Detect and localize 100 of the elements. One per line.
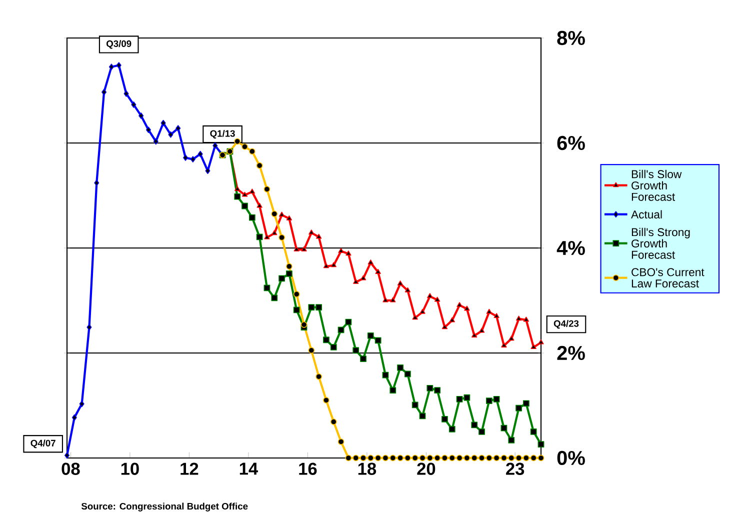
point — [456, 396, 463, 402]
point — [390, 454, 396, 462]
point — [390, 297, 396, 302]
point — [368, 259, 374, 264]
point — [397, 454, 404, 462]
point — [183, 154, 188, 161]
point — [264, 234, 270, 240]
point — [523, 316, 530, 322]
point — [323, 397, 330, 404]
annotation: Q1/13 — [210, 130, 235, 139]
point — [316, 304, 322, 311]
point — [397, 280, 404, 286]
point — [448, 426, 456, 432]
x-tick-label: 20 — [417, 462, 436, 475]
point — [286, 263, 292, 270]
point — [138, 112, 144, 119]
point — [294, 246, 300, 252]
point — [256, 162, 263, 169]
point — [367, 454, 374, 462]
point — [190, 156, 196, 162]
point — [500, 424, 508, 432]
point — [278, 234, 285, 241]
y-tick-label: 8% — [557, 30, 585, 46]
point — [301, 246, 307, 252]
point — [493, 396, 500, 402]
point — [434, 454, 441, 462]
point — [471, 454, 478, 462]
annotation: Q4/23 — [554, 320, 579, 329]
point — [146, 126, 151, 134]
point — [426, 384, 434, 392]
point — [382, 454, 389, 462]
point — [256, 202, 262, 208]
point — [345, 454, 352, 462]
point — [271, 294, 278, 302]
point — [456, 454, 463, 462]
point — [271, 210, 278, 218]
point — [464, 454, 470, 462]
point — [316, 234, 322, 239]
point — [374, 337, 382, 344]
legend-label: Bill's Slow Growth Forecast — [632, 170, 682, 201]
point — [464, 394, 470, 401]
point — [316, 373, 322, 380]
x-tick-label: 23 — [506, 462, 524, 475]
point — [286, 215, 292, 220]
point — [530, 454, 537, 462]
annotation: Q4/07 — [30, 440, 56, 448]
point — [338, 326, 344, 334]
point — [352, 454, 360, 462]
point — [234, 186, 240, 191]
point — [516, 404, 522, 412]
point — [412, 314, 418, 320]
point — [286, 270, 292, 277]
point — [293, 290, 300, 298]
point — [160, 120, 166, 126]
point — [478, 454, 485, 462]
point — [346, 250, 352, 256]
point — [382, 297, 388, 302]
y-tick-label: 4% — [556, 240, 585, 256]
point — [516, 316, 522, 321]
point — [308, 230, 314, 235]
point — [352, 347, 360, 354]
point — [264, 186, 270, 192]
point — [449, 317, 455, 322]
point — [176, 125, 181, 132]
point — [538, 454, 544, 462]
point — [404, 454, 411, 462]
point — [508, 436, 515, 444]
point — [248, 148, 256, 155]
point — [442, 416, 448, 422]
point — [390, 387, 396, 394]
point — [508, 336, 514, 341]
point — [234, 138, 241, 145]
point — [242, 143, 248, 150]
source-note: Source: Congressional Budget Office — [81, 502, 248, 512]
point — [242, 202, 248, 210]
legend-label: Bill's Strong Growth Forecast — [632, 228, 690, 259]
point — [248, 214, 256, 221]
point — [434, 387, 441, 394]
point — [308, 347, 315, 354]
point — [205, 168, 210, 174]
legend-label: CBO's Current Law Forecast — [632, 268, 704, 288]
point — [442, 454, 448, 462]
annotation: Q3/09 — [106, 40, 132, 49]
y-tick-label: 0% — [557, 450, 585, 466]
point — [478, 428, 485, 435]
point — [300, 321, 308, 328]
point — [94, 180, 100, 186]
point — [486, 308, 492, 314]
point — [242, 192, 248, 197]
point — [456, 302, 462, 308]
point — [472, 332, 478, 338]
x-tick-label: 14 — [240, 462, 258, 475]
point — [72, 414, 77, 421]
point — [234, 193, 241, 200]
point — [102, 88, 107, 96]
point — [500, 454, 508, 462]
point — [323, 336, 330, 344]
point — [330, 344, 337, 350]
point — [448, 454, 456, 462]
point — [434, 296, 440, 302]
